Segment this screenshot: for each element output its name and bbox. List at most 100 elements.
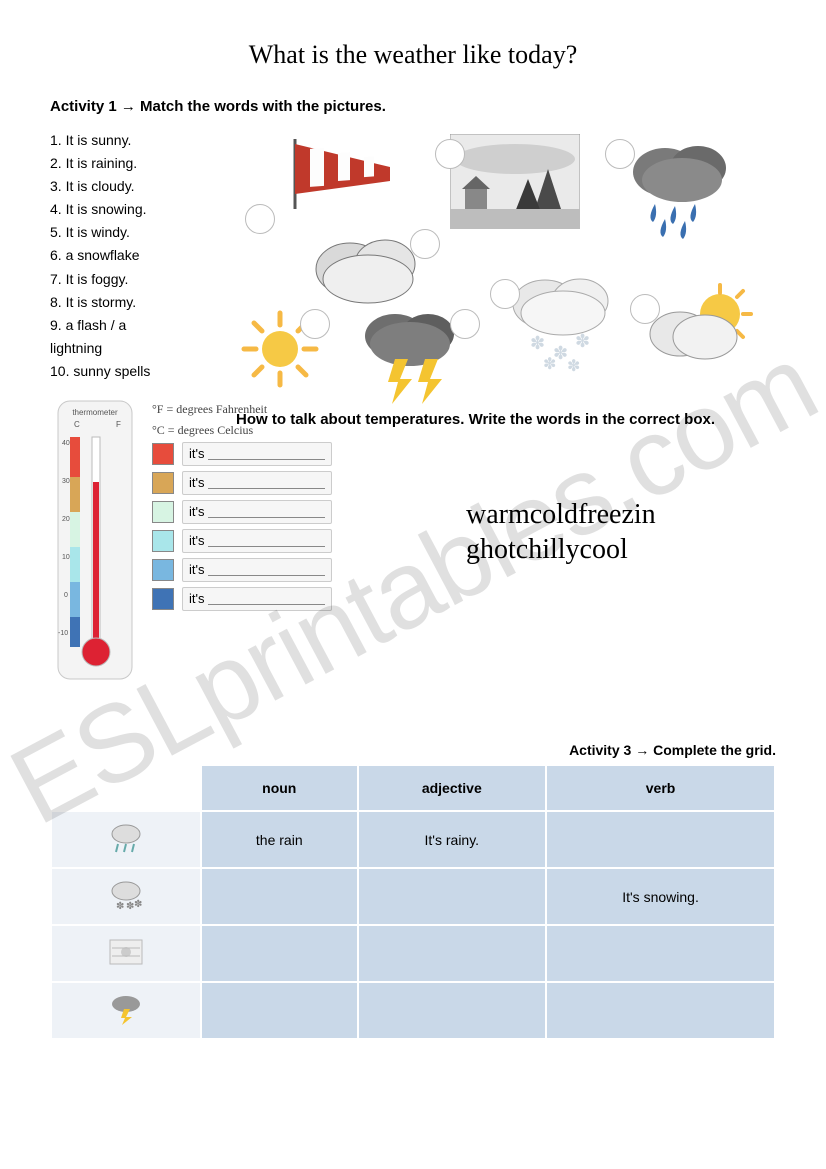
list-item: lightning: [50, 337, 220, 360]
list-item: 3. It is cloudy.: [50, 175, 220, 198]
swatch-icon: [152, 472, 174, 494]
its-label: it's: [189, 533, 204, 548]
wordbank: warmcoldfreezin ghotchillycool: [466, 497, 766, 567]
storm-mini-icon: [106, 993, 146, 1028]
list-item: 9. a flash / a: [50, 314, 220, 337]
activity1-pictures: ✽ ✽ ✽ ✽ ✽: [240, 129, 776, 389]
its-label: it's: [189, 562, 204, 577]
svg-text:20: 20: [62, 516, 70, 523]
grid-cell[interactable]: [358, 982, 547, 1039]
grid-icon-cell: [51, 925, 201, 982]
its-label: it's: [189, 475, 204, 490]
grid-cell[interactable]: [546, 925, 775, 982]
svg-text:F: F: [116, 420, 121, 429]
activity1-header: Activity 1 → Match the words with the pi…: [50, 98, 776, 115]
answer-bubble[interactable]: [450, 309, 480, 339]
temp-input-box[interactable]: it's: [182, 558, 332, 582]
grid-header-blank: [51, 765, 201, 811]
svg-text:✽: ✽: [543, 356, 556, 373]
activity2-container: thermometer C F 40 30: [50, 397, 776, 692]
swatch-icon: [152, 588, 174, 610]
activity2-header: Activity 2 → How to talk about temperatu…: [146, 411, 715, 428]
list-item: 1. It is sunny.: [50, 129, 220, 152]
svg-text:0: 0: [64, 592, 68, 599]
svg-text:40: 40: [62, 440, 70, 447]
temp-input-box[interactable]: it's: [182, 587, 332, 611]
answer-bubble[interactable]: [245, 204, 275, 234]
temp-input-box[interactable]: it's: [182, 500, 332, 524]
grid-cell[interactable]: [546, 811, 775, 868]
answer-bubble[interactable]: [605, 139, 635, 169]
rain-icon: [620, 134, 740, 244]
list-item: 5. It is windy.: [50, 221, 220, 244]
grid-cell[interactable]: [358, 925, 547, 982]
swatch-icon: [152, 530, 174, 552]
temp-row: it's: [152, 442, 715, 466]
swatch-icon: [152, 443, 174, 465]
grid-cell[interactable]: It's snowing.: [546, 868, 775, 925]
temp-row: it's: [152, 471, 715, 495]
activity3-grid: noun adjective verb the rain It's rainy.…: [50, 764, 776, 1040]
swatch-icon: [152, 559, 174, 581]
svg-text:✽: ✽: [116, 901, 124, 911]
grid-cell[interactable]: [201, 925, 358, 982]
grid-cell[interactable]: the rain: [201, 811, 358, 868]
svg-text:✽: ✽: [134, 899, 142, 910]
thermo-label: thermometer: [72, 408, 118, 417]
page-title: What is the weather like today?: [50, 40, 776, 70]
wordbank-line: ghotchillycool: [466, 532, 766, 567]
temp-input-box[interactable]: it's: [182, 471, 332, 495]
list-item: 7. It is foggy.: [50, 268, 220, 291]
windsock-icon: [280, 129, 400, 219]
grid-cell[interactable]: [358, 868, 547, 925]
grid-cell[interactable]: [201, 868, 358, 925]
svg-text:✽: ✽: [530, 333, 545, 353]
rain-mini-icon: [106, 822, 146, 857]
svg-text:30: 30: [62, 478, 70, 485]
grid-icon-cell: [51, 811, 201, 868]
grid-icon-cell: [51, 982, 201, 1039]
activity3-label: Activity 3 → Complete the grid.: [50, 742, 776, 758]
table-row: the rain It's rainy.: [51, 811, 775, 868]
fog-mini-icon: [106, 936, 146, 971]
answer-bubble[interactable]: [490, 279, 520, 309]
list-item: 6. a snowflake: [50, 244, 220, 267]
table-row: [51, 925, 775, 982]
answer-bubble[interactable]: [300, 309, 330, 339]
activity2-text: How to talk about temperatures. Write th…: [236, 411, 715, 428]
its-label: it's: [189, 504, 204, 519]
activity1-prefix: Activity 1 →: [50, 98, 136, 115]
its-label: it's: [189, 591, 204, 606]
grid-cell[interactable]: [546, 982, 775, 1039]
svg-text:✽: ✽: [575, 331, 590, 351]
foggy-icon: [450, 134, 580, 229]
its-label: it's: [189, 446, 204, 461]
answer-bubble[interactable]: [435, 139, 465, 169]
wordbank-line: warmcoldfreezin: [466, 497, 766, 532]
temp-input-box[interactable]: it's: [182, 442, 332, 466]
grid-icon-cell: ✽✽✽: [51, 868, 201, 925]
activity1-text: Match the words with the pictures.: [140, 98, 386, 115]
list-item: 4. It is snowing.: [50, 198, 220, 221]
sunny-spells-icon: [635, 279, 755, 379]
temp-row: it's: [152, 587, 715, 611]
swatch-icon: [152, 501, 174, 523]
list-item: 2. It is raining.: [50, 152, 220, 175]
grid-header: adjective: [358, 765, 547, 811]
table-row: ✽✽✽ It's snowing.: [51, 868, 775, 925]
grid-cell[interactable]: [201, 982, 358, 1039]
answer-bubble[interactable]: [410, 229, 440, 259]
list-item: 8. It is stormy.: [50, 291, 220, 314]
svg-text:C: C: [74, 420, 80, 429]
list-item: 10. sunny spells: [50, 360, 220, 383]
table-row: [51, 982, 775, 1039]
activity1-container: 1. It is sunny. 2. It is raining. 3. It …: [50, 129, 776, 389]
thermometer-icon: thermometer C F 40 30: [50, 397, 140, 692]
grid-cell[interactable]: It's rainy.: [358, 811, 547, 868]
grid-header: noun: [201, 765, 358, 811]
grid-header: verb: [546, 765, 775, 811]
svg-text:✽: ✽: [567, 358, 580, 375]
activity1-word-list: 1. It is sunny. 2. It is raining. 3. It …: [50, 129, 220, 389]
temp-input-box[interactable]: it's: [182, 529, 332, 553]
answer-bubble[interactable]: [630, 294, 660, 324]
